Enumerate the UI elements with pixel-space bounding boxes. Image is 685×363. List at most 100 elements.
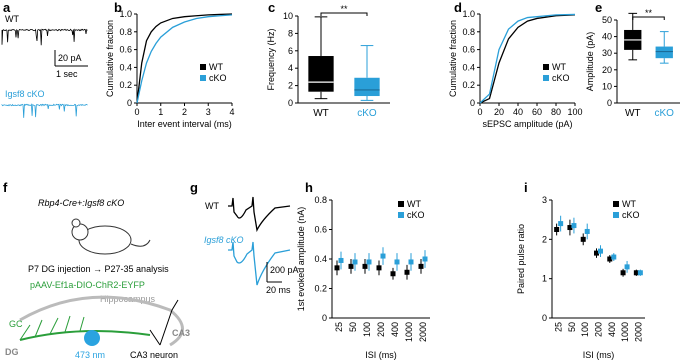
significance-bracket bbox=[320, 12, 368, 16]
x-tick-label: cKO bbox=[655, 108, 675, 119]
trace bbox=[228, 196, 291, 233]
cdf-line bbox=[479, 13, 576, 104]
y-tick-label: 0 bbox=[322, 313, 327, 323]
point bbox=[334, 265, 340, 271]
point bbox=[408, 259, 414, 265]
y-tick-label: 0.4 bbox=[119, 62, 132, 72]
trace bbox=[1, 28, 88, 46]
panel-letter: b bbox=[114, 0, 122, 15]
panel-letter: g bbox=[190, 180, 198, 195]
legend-label: WT bbox=[552, 62, 566, 72]
panel-letter: c bbox=[268, 0, 275, 15]
y-axis-title: Frequency (Hz) bbox=[266, 28, 276, 90]
y-axis-title: Cumulative fraction bbox=[448, 20, 458, 97]
y-tick-label: 0.8 bbox=[314, 195, 327, 205]
x-axis-title: ISI (ms) bbox=[365, 350, 397, 360]
x-axis-title: sEPSC amplitude (pA) bbox=[482, 119, 572, 129]
point bbox=[380, 253, 386, 259]
scale-label: 20 ms bbox=[266, 285, 291, 295]
y-axis-title: Paired pulse ratio bbox=[516, 224, 526, 294]
panel-letter: f bbox=[3, 180, 8, 195]
legend-swatch bbox=[200, 64, 206, 70]
y-axis-title: Cumulative fraction bbox=[105, 20, 115, 97]
y-tick-label: 1.0 bbox=[119, 9, 132, 19]
trace-label: Igsf8 cKO bbox=[5, 89, 45, 99]
point bbox=[352, 259, 358, 265]
light-spot bbox=[84, 330, 100, 346]
legend-label: WT bbox=[407, 199, 421, 209]
x-tick-label: 1000 bbox=[620, 322, 630, 342]
legend-label: cKO bbox=[622, 210, 640, 220]
ca3-neuron bbox=[149, 299, 179, 346]
x-tick-label: 4 bbox=[229, 107, 234, 117]
x-tick-label: 3 bbox=[206, 107, 211, 117]
x-tick-label: 400 bbox=[607, 322, 617, 337]
y-tick-label: 0.2 bbox=[119, 80, 132, 90]
y-tick-label: 40 bbox=[602, 32, 612, 42]
trace-label: Igsf8 cKO bbox=[204, 235, 244, 245]
y-tick-label: 2 bbox=[542, 234, 547, 244]
y-tick-label: 1.0 bbox=[462, 9, 475, 19]
y-tick-label: 1 bbox=[542, 274, 547, 284]
y-tick-label: 0.2 bbox=[314, 284, 327, 294]
point bbox=[338, 257, 344, 263]
panel-letter: e bbox=[595, 0, 602, 15]
point bbox=[418, 263, 424, 269]
x-tick-label: 400 bbox=[390, 322, 400, 337]
point bbox=[611, 254, 617, 260]
y-tick-label: 10 bbox=[283, 11, 293, 21]
x-tick-label: 200 bbox=[594, 322, 604, 337]
gc-layer bbox=[19, 330, 151, 341]
legend-swatch bbox=[200, 75, 206, 81]
box bbox=[354, 77, 380, 97]
cdf-line bbox=[136, 14, 233, 104]
point bbox=[620, 270, 626, 276]
point bbox=[598, 248, 603, 254]
x-tick-label: 0 bbox=[134, 107, 139, 117]
legend-swatch bbox=[613, 201, 619, 207]
box bbox=[655, 46, 673, 59]
point bbox=[624, 264, 630, 270]
label: CA3 bbox=[172, 328, 190, 338]
legend-swatch bbox=[543, 64, 549, 70]
x-tick-label: 40 bbox=[513, 107, 523, 117]
y-tick-label: 10 bbox=[602, 81, 612, 91]
panel-letter: h bbox=[305, 180, 313, 195]
point bbox=[580, 236, 586, 242]
y-tick-label: 30 bbox=[602, 48, 612, 58]
point bbox=[366, 259, 372, 265]
y-tick-label: 0 bbox=[542, 313, 547, 323]
legend-label: cKO bbox=[209, 73, 227, 83]
point bbox=[633, 270, 639, 276]
y-tick-label: 6 bbox=[288, 46, 293, 56]
y-tick-label: 0.6 bbox=[462, 45, 475, 55]
point bbox=[558, 221, 564, 227]
point bbox=[607, 256, 613, 262]
trace bbox=[228, 241, 291, 286]
x-tick-label: 0 bbox=[477, 107, 482, 117]
mouse-icon bbox=[71, 218, 151, 255]
x-tick-label: 20 bbox=[494, 107, 504, 117]
point bbox=[594, 250, 599, 256]
point bbox=[390, 271, 396, 277]
point bbox=[376, 265, 382, 271]
x-tick-label: 50 bbox=[348, 322, 358, 332]
cdf-line bbox=[479, 14, 576, 104]
y-tick-label: 0 bbox=[288, 98, 293, 108]
trace-label: WT bbox=[5, 14, 19, 24]
x-tick-label: 2000 bbox=[633, 322, 643, 342]
legend-label: WT bbox=[622, 199, 636, 209]
label: DG bbox=[5, 347, 19, 357]
point bbox=[637, 270, 643, 276]
box bbox=[308, 56, 334, 92]
x-tick-label: 2 bbox=[182, 107, 187, 117]
x-tick-label: 100 bbox=[580, 322, 590, 337]
point bbox=[422, 256, 428, 262]
panel-letter: i bbox=[524, 180, 528, 195]
label: 473 nm bbox=[75, 350, 105, 360]
point bbox=[554, 227, 560, 232]
significance-bracket bbox=[632, 16, 665, 20]
hippocampus-outline bbox=[19, 295, 184, 347]
x-tick-label: 25 bbox=[334, 322, 344, 332]
